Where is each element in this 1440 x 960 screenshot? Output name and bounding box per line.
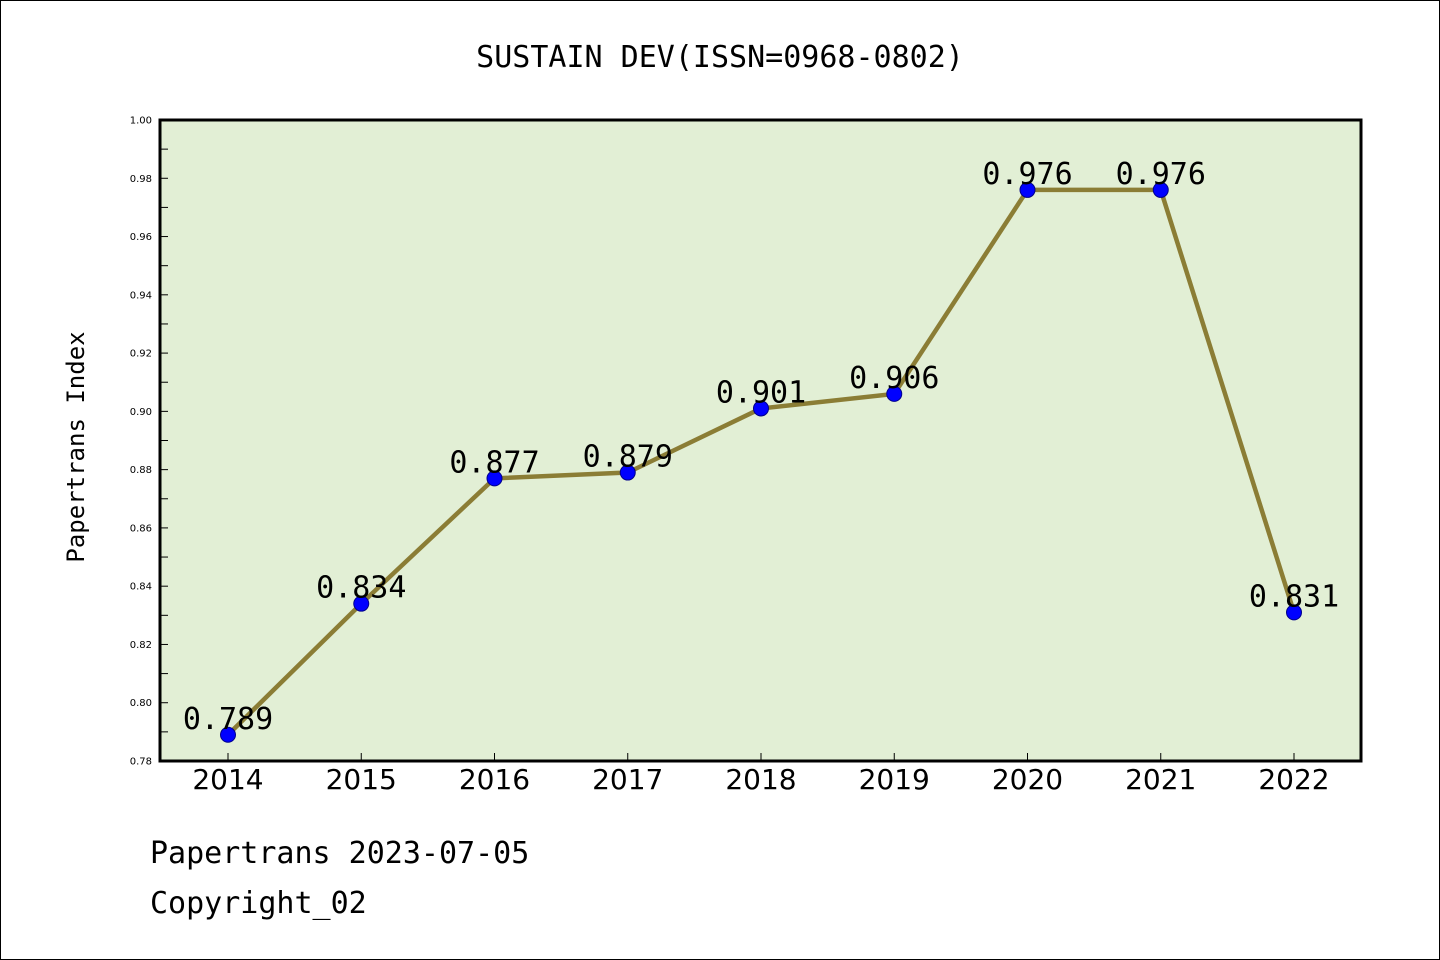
x-tick-label: 2022 <box>1258 763 1329 796</box>
y-tick-label: 0.98 <box>130 174 152 185</box>
plot-area <box>160 120 1361 761</box>
data-label: 0.877 <box>449 445 539 480</box>
chart-title: SUSTAIN DEV(ISSN=0968-0802) <box>476 40 964 75</box>
data-labels-group: 0.789 0.834 0.877 0.879 0.901 0.906 0.976 0.976… <box>183 157 1339 737</box>
y-tick-label: 0.78 <box>130 757 152 768</box>
y-tick-label: 0.92 <box>130 349 152 360</box>
x-tick-label: 2016 <box>459 763 530 796</box>
data-label: 0.879 <box>583 440 673 475</box>
data-point <box>886 385 903 402</box>
data-point <box>486 470 503 487</box>
plot-border <box>158 118 1363 763</box>
x-axis: 2014 2015 2016 2017 2018 2019 2020 2021 2022 <box>192 753 1330 796</box>
y-tick-label: 0.80 <box>130 698 152 709</box>
x-tick-label: 2019 <box>859 763 930 796</box>
footer-date: Papertrans 2023-07-05 <box>150 836 530 871</box>
y-tick-label: 0.96 <box>130 232 152 243</box>
data-point <box>1286 604 1302 621</box>
x-tick-label: 2017 <box>592 763 663 796</box>
y-tick-label: 0.86 <box>130 523 152 534</box>
data-point <box>220 726 236 743</box>
footer-copyright: Copyright_02 <box>150 886 367 921</box>
y-tick-label: 0.94 <box>130 290 152 301</box>
x-tick-label: 2020 <box>992 763 1063 796</box>
y-tick-label: 0.82 <box>130 640 152 651</box>
y-tick-label: 0.90 <box>130 407 152 418</box>
data-label: 0.976 <box>982 157 1072 192</box>
x-tick-label: 2021 <box>1125 763 1196 796</box>
data-label: 0.834 <box>316 571 406 606</box>
data-point <box>1019 181 1036 198</box>
y-axis: 0.78 0.80 0.82 0.84 0.86 0.88 0.90 0.92 0.94 0.96… <box>130 116 168 768</box>
data-label: 0.831 <box>1249 579 1339 614</box>
data-point <box>353 595 370 612</box>
y-tick-label: 0.84 <box>130 582 152 593</box>
x-tick-label: 2018 <box>725 763 796 796</box>
data-label: 0.906 <box>849 361 939 396</box>
y-tick-label: 0.88 <box>130 465 152 476</box>
y-tick-label: 1.00 <box>130 116 152 127</box>
data-point <box>1152 181 1169 198</box>
data-point <box>753 400 769 417</box>
data-label: 0.901 <box>716 375 806 410</box>
data-label: 0.789 <box>183 702 273 737</box>
y-axis-label: Papertrans Index <box>62 331 90 562</box>
data-label: 0.976 <box>1116 157 1206 192</box>
markers-group <box>220 181 1302 743</box>
data-point <box>619 464 636 481</box>
x-tick-label: 2014 <box>192 763 263 796</box>
x-tick-label: 2015 <box>326 763 397 796</box>
